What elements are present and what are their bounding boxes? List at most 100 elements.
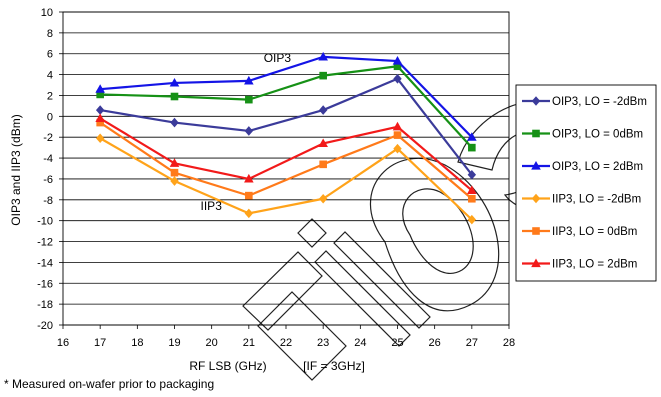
data-point xyxy=(170,117,179,128)
y-tick-label: -2 xyxy=(43,132,53,144)
legend-marker xyxy=(531,193,541,204)
annotation-label: IIP3 xyxy=(201,199,223,213)
legend-marker xyxy=(531,161,541,170)
legend-label: IIP3, LO = -2dBm xyxy=(552,194,641,206)
series-line xyxy=(100,65,473,149)
data-point xyxy=(170,168,179,177)
y-axis-label: OIP3 and IIP3 (dBm) xyxy=(9,114,23,225)
data-point xyxy=(467,169,477,180)
grid xyxy=(63,11,509,326)
legend-box xyxy=(515,84,657,282)
data-point xyxy=(467,132,477,141)
x-tick-label: 22 xyxy=(280,337,292,349)
x-tick-label: 21 xyxy=(243,337,255,349)
y-tick-label: 8 xyxy=(47,28,53,40)
data-point xyxy=(245,95,253,104)
y-tick-label: -8 xyxy=(43,195,53,207)
y-tick-label: 4 xyxy=(47,70,53,82)
series-line xyxy=(100,55,473,138)
x-tick-label: 23 xyxy=(317,337,329,349)
data-point xyxy=(393,131,402,139)
legend: OIP3, LO = -2dBm OIP3, LO = 0dBm OIP3, LO … xyxy=(515,84,657,282)
data-point xyxy=(244,173,254,183)
series-line xyxy=(99,121,473,200)
data-point xyxy=(244,126,254,136)
data-point xyxy=(392,121,403,131)
y-tick-label: -4 xyxy=(43,153,53,165)
legend-marker xyxy=(531,96,541,106)
legend-label: OIP3, LO = -2dBm xyxy=(552,96,647,108)
x-tick-label: 25 xyxy=(391,337,403,349)
series-3 xyxy=(95,51,477,141)
data-point xyxy=(318,193,328,204)
y-tick-label: -16 xyxy=(37,278,53,290)
legend-label: IIP3, LO = 0dBm xyxy=(552,226,637,238)
legend-marker xyxy=(531,258,541,268)
data-point xyxy=(169,77,180,87)
series-group xyxy=(95,51,477,225)
data-point xyxy=(392,56,403,65)
legend-label: OIP3, LO = 0dBm xyxy=(552,129,643,141)
data-point xyxy=(319,71,327,80)
data-point xyxy=(318,105,328,115)
series-line xyxy=(99,137,473,221)
legend-entry: OIP3, LO = 0dBm xyxy=(522,129,643,141)
data-point xyxy=(170,92,179,101)
x-tick-label: 19 xyxy=(168,337,180,349)
y-tick-label: 10 xyxy=(41,7,53,19)
annotation-label: OIP3 xyxy=(264,51,292,65)
data-point xyxy=(318,51,328,61)
x-axis-label: RF LSB (GHz) xyxy=(189,359,266,373)
x-tick-label: 27 xyxy=(466,337,478,349)
x-axis-label-note: [IF = 3GHz] xyxy=(303,359,365,373)
data-point xyxy=(96,118,104,127)
y-tick-label: -12 xyxy=(37,237,53,249)
data-point xyxy=(244,75,254,85)
x-tick-label: 20 xyxy=(206,337,218,349)
data-point xyxy=(170,176,179,186)
legend-marker xyxy=(532,129,540,138)
data-point xyxy=(318,138,328,148)
series-1 xyxy=(95,73,477,180)
y-tick-label: -20 xyxy=(37,320,53,332)
series-line xyxy=(99,77,473,176)
legend-entry: IIP3, LO = 0dBm xyxy=(522,226,637,238)
x-tick-label: 16 xyxy=(57,337,69,349)
y-tick-label: -14 xyxy=(37,257,53,269)
annotations: OIP3 IIP3 xyxy=(201,51,292,213)
data-point xyxy=(393,143,402,154)
y-tick-label: 2 xyxy=(47,90,53,102)
data-point xyxy=(95,113,105,123)
series-2 xyxy=(96,62,476,152)
data-point xyxy=(169,158,180,167)
y-tick-label: 0 xyxy=(47,111,53,123)
legend-entry: IIP3, LO = 2dBm xyxy=(522,258,637,271)
legend-entry: OIP3, LO = 2dBm xyxy=(522,161,643,173)
data-point xyxy=(468,194,476,203)
series-4 xyxy=(95,133,477,225)
x-tick-label: 28 xyxy=(503,337,515,349)
data-point xyxy=(96,90,104,99)
data-point xyxy=(95,105,105,115)
x-tick-label: 17 xyxy=(94,337,106,349)
data-point xyxy=(319,160,327,169)
watermark xyxy=(242,100,600,381)
data-point xyxy=(393,62,402,71)
data-point xyxy=(95,133,105,144)
data-point xyxy=(393,73,402,84)
legend-entry: OIP3, LO = -2dBm xyxy=(522,96,647,108)
x-tick-label: 18 xyxy=(131,337,143,349)
x-tick-label: 24 xyxy=(354,337,366,349)
legend-label: IIP3, LO = 2dBm xyxy=(552,259,637,271)
data-point xyxy=(468,143,476,152)
x-tick-label: 26 xyxy=(429,337,441,349)
y-tick-label: -18 xyxy=(37,299,53,311)
series-line xyxy=(99,117,473,192)
data-point xyxy=(245,191,253,200)
series-5 xyxy=(96,118,476,203)
series-6 xyxy=(95,113,477,195)
data-point xyxy=(467,185,477,195)
legend-entry: IIP3, LO = -2dBm xyxy=(522,194,641,206)
